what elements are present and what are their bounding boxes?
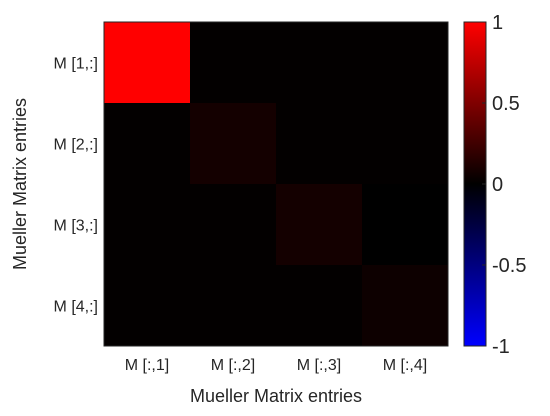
heatmap-cell-r1-c1	[104, 22, 191, 104]
heatmap-cell-r2-c3	[276, 103, 363, 185]
heatmap-cell-r1-c4	[362, 22, 449, 104]
colorbar-tick-labels: 1 0.5 0 -0.5 -1	[482, 12, 526, 358]
heatmap-cell-r3-c4	[362, 184, 449, 266]
x-tick-label: M [:,4]	[383, 357, 427, 374]
heatmap-cell-r3-c1	[104, 184, 191, 266]
y-tick-label: M [4,:]	[54, 299, 98, 316]
y-tick-labels: M [1,:] M [2,:] M [3,:] M [4,:]	[54, 56, 98, 316]
y-tick-label: M [3,:]	[54, 218, 98, 235]
x-tick-label: M [:,1]	[125, 357, 169, 374]
heatmap-cells	[104, 22, 449, 347]
y-tick-label: M [2,:]	[54, 137, 98, 154]
heatmap-cell-r2-c4	[362, 103, 449, 185]
heatmap-cell-r3-c3	[276, 184, 363, 266]
x-tick-label: M [:,2]	[211, 357, 255, 374]
plot-frame	[103, 21, 449, 347]
heatmap-cell-r4-c4	[362, 265, 449, 347]
heatmap-cell-r4-c1	[104, 265, 191, 347]
colorbar-tick-label: 0.5	[492, 93, 520, 115]
heatmap-cell-r1-c3	[276, 22, 363, 104]
colorbar-tick-label: 0	[492, 174, 503, 196]
heatmap-cell-r1-c2	[190, 22, 277, 104]
heatmap-cell-r2-c1	[104, 103, 191, 185]
colorbar-tick-label: -0.5	[492, 255, 526, 277]
x-axis-label: Mueller Matrix entries	[190, 386, 362, 406]
y-tick-label: M [1,:]	[54, 56, 98, 73]
x-tick-label: M [:,3]	[297, 357, 341, 374]
x-tick-labels: M [:,1] M [:,2] M [:,3] M [:,4]	[125, 357, 427, 374]
heatmap-cell-r4-c3	[276, 265, 363, 347]
heatmap-cell-r2-c2	[190, 103, 277, 185]
heatmap-cell-r4-c2	[190, 265, 277, 347]
y-axis-label: Mueller Matrix entries	[10, 98, 30, 270]
heatmap-cell-r3-c2	[190, 184, 277, 266]
colorbar-tick-label: 1	[492, 12, 503, 34]
colorbar-tick-label: -1	[492, 336, 510, 358]
